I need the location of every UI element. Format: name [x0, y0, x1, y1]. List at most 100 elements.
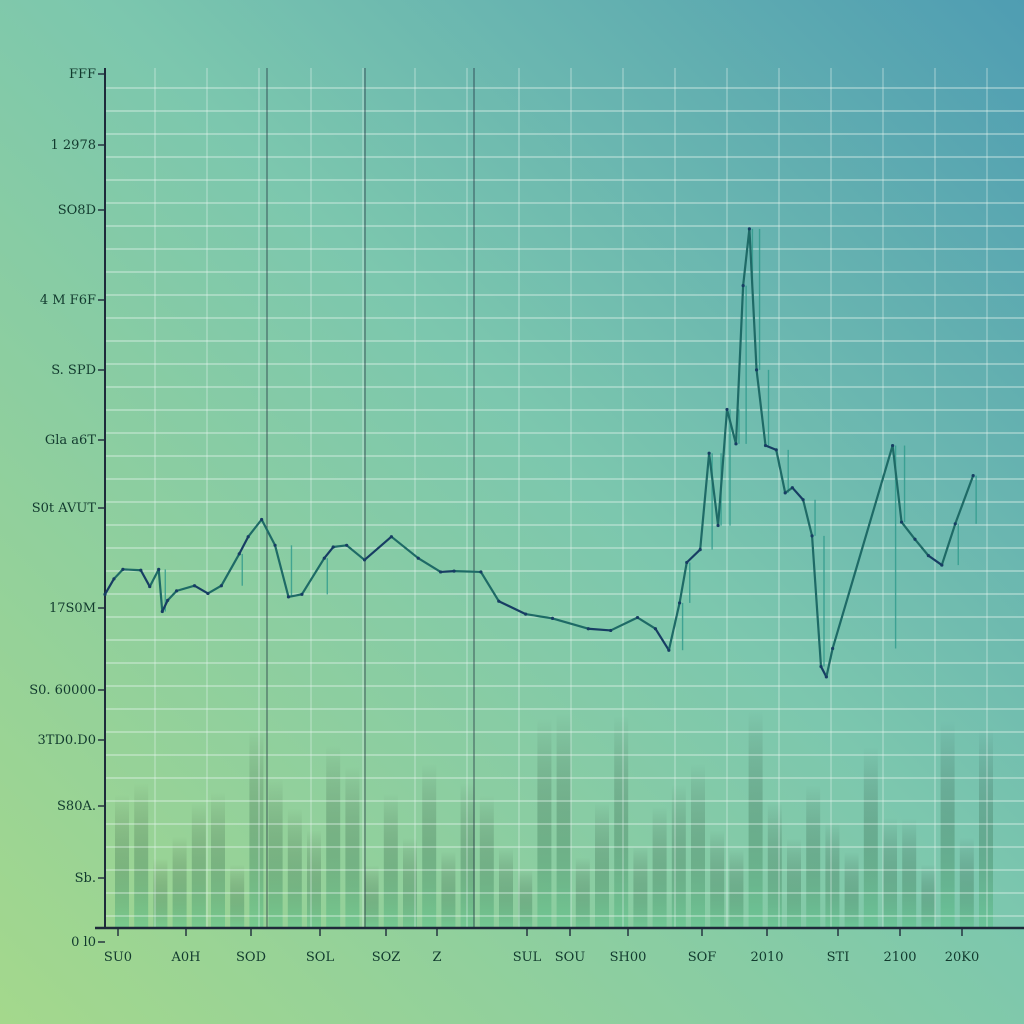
- data-point: [685, 560, 689, 565]
- y-tick-label: Gla a6T: [45, 433, 96, 448]
- background-bar: [710, 830, 725, 928]
- background-bar: [537, 718, 552, 928]
- background-bar: [479, 795, 494, 928]
- background-bar: [307, 829, 321, 928]
- data-point: [260, 517, 264, 522]
- background-bar: [806, 785, 821, 928]
- x-tick-label: STI: [827, 950, 850, 965]
- background-bar: [249, 728, 264, 928]
- x-tick-label: SOD: [236, 950, 266, 965]
- series-segment: [748, 227, 758, 371]
- series-segment: [825, 647, 834, 678]
- background-bar: [633, 845, 648, 928]
- x-axis-tick-labels: SU0 A0H SOD SOL SOZ Z SUL SOU SH00 SOF 2010 STI 2100…: [104, 928, 979, 965]
- data-point: [345, 543, 349, 547]
- series-segment: [551, 617, 590, 630]
- background-bar: [863, 746, 878, 928]
- series-segment: [206, 584, 223, 595]
- background-bar: [614, 715, 629, 928]
- series-segment: [725, 408, 738, 445]
- x-tick-label: SOZ: [372, 950, 401, 965]
- data-point: [940, 563, 944, 567]
- series-segment: [220, 552, 241, 587]
- background-bar: [729, 849, 744, 928]
- series-segment: [609, 616, 639, 632]
- series-segment: [775, 448, 787, 494]
- data-point: [160, 609, 164, 614]
- data-point: [747, 227, 752, 231]
- data-point: [322, 556, 326, 560]
- series-segment: [708, 452, 720, 527]
- y-tick-label: 3TD0.D0: [38, 733, 96, 748]
- x-tick-label: Z: [432, 950, 441, 965]
- grid: [105, 68, 1024, 928]
- data-point: [677, 601, 682, 605]
- background-bars: [115, 710, 993, 928]
- axes: [95, 68, 1024, 930]
- series-segment: [891, 444, 903, 524]
- series-segment: [685, 548, 702, 564]
- series-segment: [678, 561, 688, 605]
- series-segment: [791, 486, 805, 501]
- background-bar: [844, 851, 859, 928]
- series-segment: [900, 520, 917, 541]
- background-bar: [902, 818, 917, 928]
- series-segment: [524, 612, 554, 620]
- series-segment: [667, 601, 681, 652]
- data-point: [362, 558, 367, 562]
- series-segment: [940, 522, 957, 567]
- data-point: [206, 591, 210, 596]
- background-bar: [921, 864, 936, 928]
- data-point: [139, 568, 143, 572]
- data-point: [219, 584, 223, 588]
- data-point: [586, 627, 590, 631]
- x-tick-label: A0H: [171, 950, 201, 965]
- series-segment: [139, 569, 151, 588]
- x-tick-label: 20K0: [945, 950, 980, 965]
- background-bar: [364, 864, 379, 928]
- data-point: [899, 520, 904, 524]
- data-point: [831, 646, 835, 651]
- series-segment: [954, 474, 975, 525]
- background-bar: [652, 806, 667, 928]
- series-segment: [417, 557, 442, 574]
- y-axis-tick-labels: FFF 1 2978 SO8D 4 M F6F S. SPD Gla a6T S0t AVU…: [29, 67, 105, 950]
- series-segment: [157, 568, 164, 613]
- background-bar: [403, 838, 417, 928]
- background-bar: [767, 802, 782, 928]
- data-point: [237, 552, 241, 556]
- data-point: [550, 616, 555, 621]
- data-point: [653, 627, 658, 631]
- series-segment: [479, 570, 500, 603]
- x-tick-label: SH00: [610, 950, 647, 965]
- background-bar: [383, 793, 398, 928]
- data-point: [103, 592, 107, 596]
- series-segment: [587, 627, 612, 632]
- x-tick-label: 2010: [750, 950, 783, 965]
- x-tick-label: SOU: [555, 950, 586, 965]
- series-segment: [175, 584, 196, 592]
- data-point: [734, 442, 738, 446]
- data-point: [416, 556, 420, 560]
- data-point: [824, 675, 828, 679]
- series-segment: [323, 545, 335, 560]
- series-segment: [332, 544, 348, 549]
- background-bar: [191, 802, 206, 928]
- series-segment: [764, 444, 778, 451]
- data-point: [774, 448, 778, 452]
- data-point: [783, 491, 787, 495]
- series-segment: [112, 568, 125, 580]
- y-tick-label: 0 l0: [71, 935, 96, 950]
- series-segment: [801, 498, 814, 537]
- series-segment: [161, 599, 169, 613]
- x-tick-label: 2100: [883, 950, 916, 965]
- series-segment: [390, 535, 420, 560]
- y-tick-label: Sb.: [75, 871, 96, 886]
- data-point: [716, 523, 720, 528]
- data-point: [667, 648, 671, 652]
- x-tick-label: SUL: [513, 950, 542, 965]
- data-point: [452, 569, 456, 573]
- data-point: [497, 599, 501, 603]
- y-tick-label: 1 2978: [51, 138, 97, 153]
- background-bar: [595, 802, 609, 928]
